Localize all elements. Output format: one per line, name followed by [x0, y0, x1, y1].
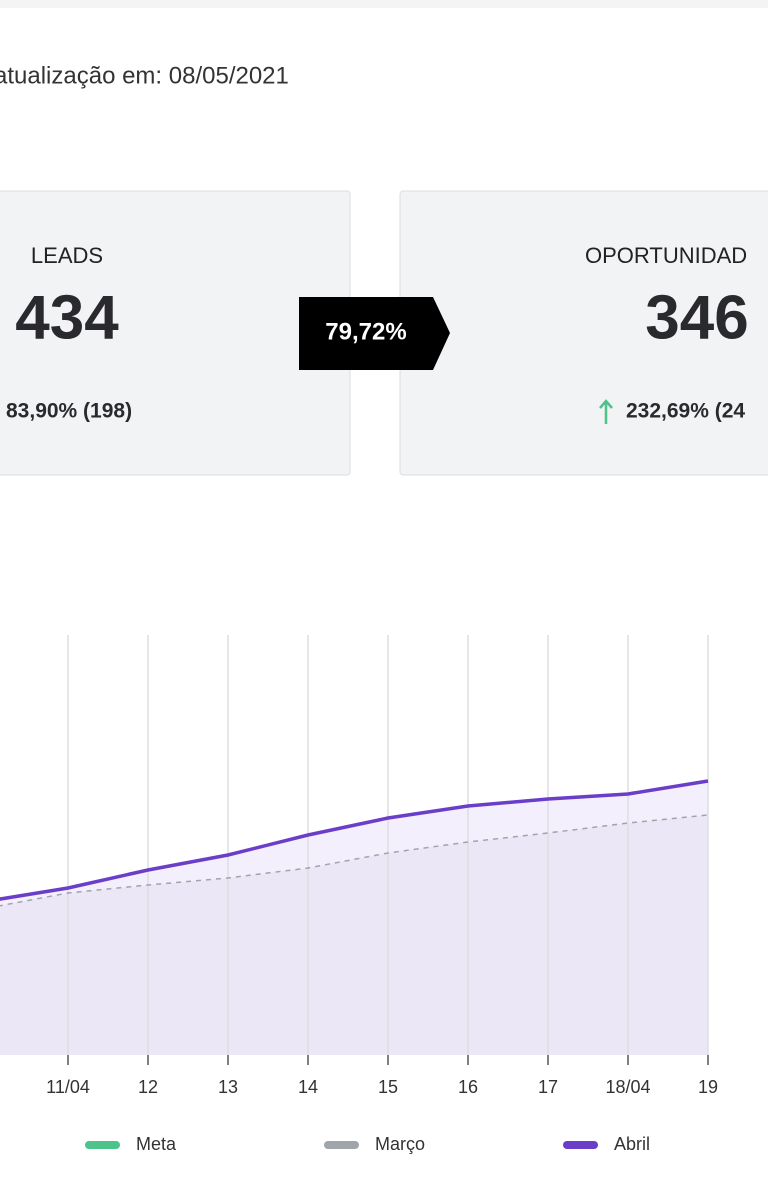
card-value: 434	[15, 283, 119, 352]
chart: 11/04 12 13 14 15 16 17 18/04 19 Meta Março Abril	[0, 635, 718, 1154]
x-tick-label: 13	[218, 1077, 238, 1097]
x-tick-label: 18/04	[605, 1077, 650, 1097]
legend-label: Abril	[614, 1134, 650, 1154]
x-tick-label: 17	[538, 1077, 558, 1097]
line	[0, 814, 709, 907]
conversion-badge	[299, 297, 450, 370]
x-tick-label: 12	[138, 1077, 158, 1097]
card-value: 346	[645, 283, 748, 352]
update-date: atualização em: 08/05/2021	[0, 62, 289, 89]
up-arrow	[599, 399, 613, 424]
top-bar	[0, 0, 768, 8]
x-tick-label: 16	[458, 1077, 478, 1097]
x-tick-label: 14	[298, 1077, 318, 1097]
card-change: 83,90% (198)	[6, 400, 132, 423]
x-tick-label: 11/04	[46, 1077, 90, 1097]
card-title: LEADS	[31, 243, 103, 268]
card-title: OPORTUNIDAD	[585, 243, 747, 268]
legend-label: Março	[375, 1134, 425, 1154]
legend-label: Meta	[136, 1134, 177, 1154]
x-tick-label: 15	[378, 1077, 398, 1097]
area	[0, 815, 708, 1055]
x-tick-label: 19	[698, 1077, 718, 1097]
card-change: 232,69% (24	[626, 400, 745, 423]
line	[0, 779, 709, 901]
conversion-rate: 79,72%	[325, 318, 406, 345]
